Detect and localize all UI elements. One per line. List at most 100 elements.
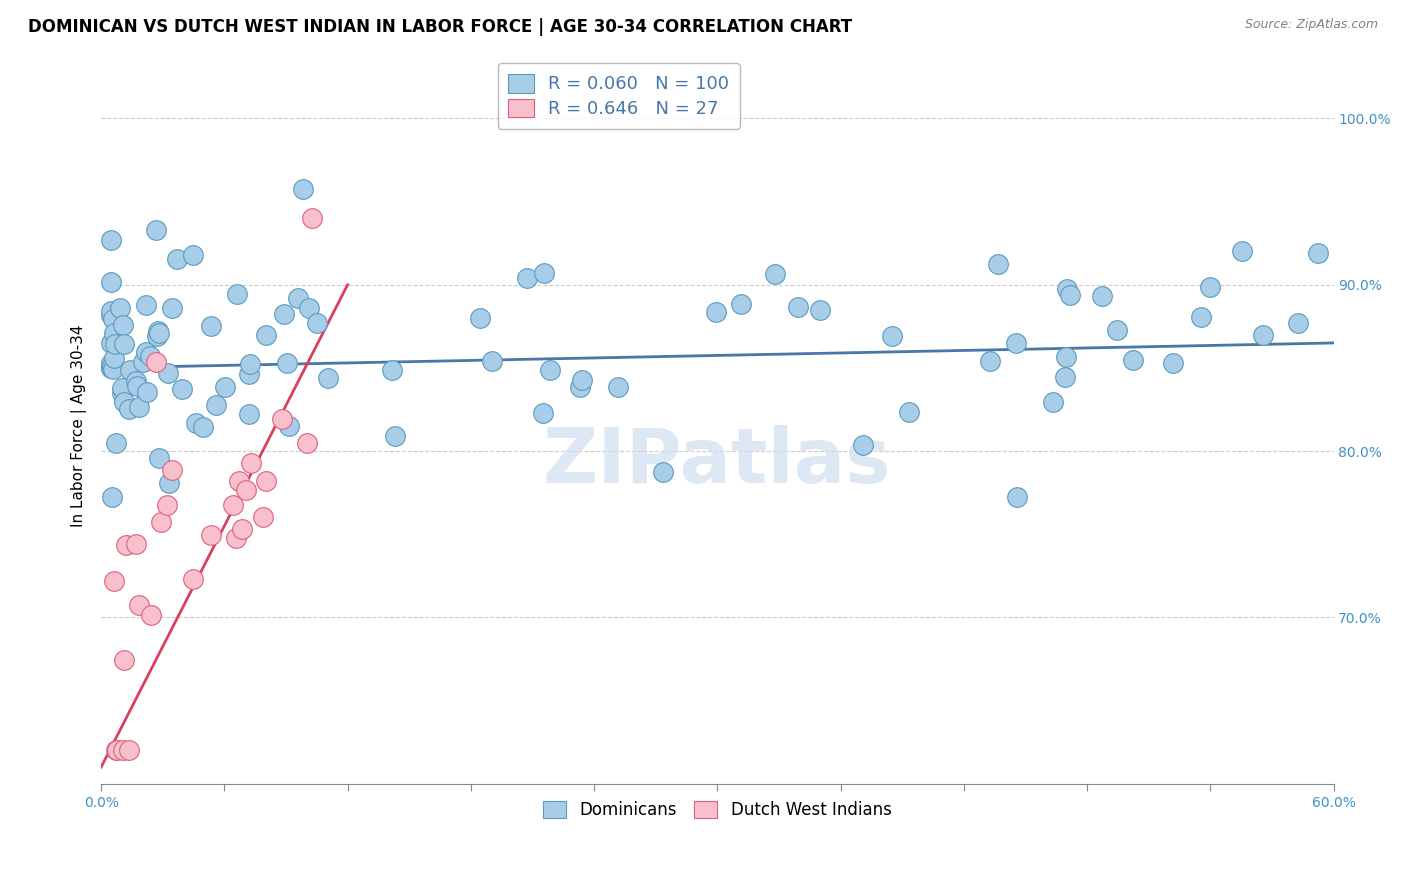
Point bbox=[704, 305, 727, 319]
Point bbox=[112, 337, 135, 351]
Point bbox=[239, 456, 262, 470]
Y-axis label: In Labor Force | Age 30-34: In Labor Force | Age 30-34 bbox=[72, 325, 87, 527]
Legend: Dominicans, Dutch West Indians: Dominicans, Dutch West Indians bbox=[537, 794, 898, 825]
Point bbox=[101, 362, 124, 376]
Point bbox=[103, 351, 125, 365]
Point bbox=[200, 318, 222, 333]
Point bbox=[571, 373, 593, 387]
Point bbox=[225, 531, 247, 545]
Point bbox=[200, 528, 222, 542]
Point bbox=[276, 356, 298, 370]
Point bbox=[108, 301, 131, 315]
Point bbox=[150, 515, 173, 529]
Point bbox=[1005, 335, 1028, 350]
Point bbox=[104, 436, 127, 450]
Point bbox=[226, 287, 249, 301]
Point bbox=[516, 270, 538, 285]
Point bbox=[852, 438, 875, 452]
Point bbox=[1199, 280, 1222, 294]
Point bbox=[1054, 370, 1077, 384]
Point bbox=[100, 361, 122, 376]
Point bbox=[252, 510, 274, 524]
Point bbox=[115, 538, 138, 552]
Point bbox=[103, 574, 125, 589]
Point bbox=[287, 291, 309, 305]
Point bbox=[291, 182, 314, 196]
Point bbox=[184, 417, 207, 431]
Point bbox=[1056, 282, 1078, 296]
Point bbox=[239, 357, 262, 371]
Point bbox=[100, 304, 122, 318]
Point bbox=[1251, 328, 1274, 343]
Point bbox=[125, 374, 148, 388]
Point bbox=[118, 401, 141, 416]
Point bbox=[135, 298, 157, 312]
Point bbox=[112, 394, 135, 409]
Point bbox=[191, 420, 214, 434]
Point bbox=[1107, 323, 1129, 337]
Point bbox=[652, 465, 675, 479]
Point bbox=[100, 233, 122, 247]
Point bbox=[470, 310, 492, 325]
Point bbox=[100, 356, 122, 370]
Point bbox=[100, 359, 122, 373]
Point bbox=[1005, 490, 1028, 504]
Point bbox=[1091, 289, 1114, 303]
Point bbox=[238, 407, 260, 421]
Point bbox=[157, 476, 180, 491]
Point bbox=[111, 381, 134, 395]
Point bbox=[569, 380, 592, 394]
Point bbox=[1308, 246, 1330, 260]
Point bbox=[181, 572, 204, 586]
Point bbox=[316, 371, 339, 385]
Point bbox=[273, 307, 295, 321]
Point bbox=[125, 379, 148, 393]
Point bbox=[808, 302, 831, 317]
Point bbox=[128, 400, 150, 414]
Point bbox=[118, 743, 141, 757]
Point bbox=[162, 463, 184, 477]
Point bbox=[987, 257, 1010, 271]
Point bbox=[105, 743, 128, 757]
Point bbox=[155, 498, 177, 512]
Point bbox=[145, 354, 167, 368]
Point bbox=[254, 474, 277, 488]
Point bbox=[111, 386, 134, 401]
Point bbox=[1042, 395, 1064, 409]
Point bbox=[132, 354, 155, 368]
Point bbox=[305, 317, 328, 331]
Point bbox=[100, 275, 122, 289]
Point bbox=[301, 211, 323, 226]
Point bbox=[898, 405, 921, 419]
Point bbox=[381, 362, 404, 376]
Point bbox=[763, 267, 786, 281]
Point bbox=[214, 379, 236, 393]
Point bbox=[135, 344, 157, 359]
Point bbox=[1161, 356, 1184, 370]
Point bbox=[1191, 310, 1213, 324]
Point bbox=[295, 435, 318, 450]
Text: Source: ZipAtlas.com: Source: ZipAtlas.com bbox=[1244, 18, 1378, 31]
Point bbox=[231, 522, 253, 536]
Point bbox=[533, 266, 555, 280]
Point bbox=[172, 382, 194, 396]
Point bbox=[538, 363, 561, 377]
Point bbox=[235, 483, 257, 497]
Point bbox=[136, 385, 159, 400]
Point bbox=[112, 318, 135, 332]
Point bbox=[606, 379, 628, 393]
Point bbox=[481, 354, 503, 368]
Point bbox=[139, 608, 162, 623]
Point bbox=[100, 309, 122, 323]
Point bbox=[254, 327, 277, 342]
Point bbox=[1286, 316, 1309, 330]
Point bbox=[1054, 350, 1077, 364]
Point bbox=[139, 349, 162, 363]
Point bbox=[238, 367, 260, 381]
Point bbox=[166, 252, 188, 267]
Point bbox=[128, 598, 150, 612]
Point bbox=[146, 324, 169, 338]
Point bbox=[105, 743, 128, 757]
Point bbox=[148, 326, 170, 341]
Point bbox=[112, 653, 135, 667]
